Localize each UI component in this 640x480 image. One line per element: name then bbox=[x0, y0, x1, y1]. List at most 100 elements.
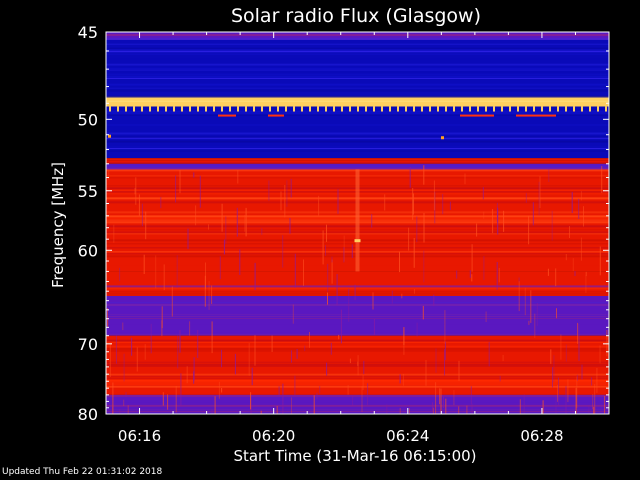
comb-tick bbox=[125, 106, 127, 112]
band-10-streak bbox=[106, 394, 609, 397]
y-tick-label: 50 bbox=[78, 110, 98, 129]
speckle-streak bbox=[107, 319, 109, 326]
band-1-streak bbox=[106, 49, 609, 51]
band-10-streak bbox=[106, 402, 609, 404]
speckle-streak bbox=[386, 404, 388, 414]
speckle-streak bbox=[425, 360, 427, 386]
comb-tick bbox=[437, 106, 439, 112]
speckle-streak bbox=[338, 334, 340, 340]
bright-dot bbox=[108, 134, 111, 138]
speckle-streak bbox=[211, 285, 213, 304]
band-4-streak bbox=[106, 162, 609, 164]
comb-tick bbox=[573, 106, 575, 112]
speckle-streak bbox=[403, 327, 405, 345]
comb-tick bbox=[501, 106, 503, 112]
band-1-streak bbox=[106, 83, 609, 86]
speckle-streak bbox=[552, 367, 553, 388]
band-9-streak bbox=[106, 335, 609, 337]
speckle-streak bbox=[187, 228, 189, 250]
interference-line bbox=[106, 77, 609, 79]
x-tick-label: 06:20 bbox=[252, 427, 295, 445]
speckle-streak bbox=[292, 304, 294, 324]
comb-tick bbox=[181, 106, 183, 112]
speckle-streak bbox=[112, 382, 114, 414]
comb-tick bbox=[317, 106, 319, 112]
speckle-streak bbox=[548, 168, 550, 182]
speckle-streak bbox=[294, 253, 296, 288]
comb-tick bbox=[269, 106, 271, 112]
comb-tick bbox=[373, 106, 375, 112]
comb-tick bbox=[117, 106, 119, 112]
speckle-streak bbox=[551, 210, 553, 241]
speckle-streak bbox=[399, 374, 401, 384]
band-1-streak bbox=[106, 75, 609, 78]
band-8-streak bbox=[106, 315, 609, 317]
comb-tick bbox=[509, 106, 511, 112]
speckle-streak bbox=[528, 215, 530, 245]
speckle-streak bbox=[496, 262, 498, 290]
speckle-streak bbox=[179, 330, 181, 353]
comb-tick bbox=[429, 106, 431, 112]
speckle-streak bbox=[594, 407, 596, 414]
speckle-streak bbox=[456, 270, 458, 279]
speckle-streak bbox=[594, 384, 596, 414]
speckle-streak bbox=[316, 392, 318, 399]
speckle-streak bbox=[357, 355, 359, 376]
speckle-streak bbox=[519, 399, 521, 414]
speckle-streak bbox=[143, 254, 145, 274]
interference-mark bbox=[516, 114, 556, 117]
speckle-streak bbox=[313, 395, 315, 414]
speckle-streak bbox=[327, 292, 328, 305]
band-7-streak bbox=[106, 287, 609, 290]
band-3-streak bbox=[106, 136, 609, 138]
speckle-streak bbox=[558, 377, 559, 406]
speckle-streak bbox=[113, 224, 115, 243]
band-5-streak bbox=[106, 167, 609, 170]
speckle-streak bbox=[234, 353, 236, 375]
speckle-streak bbox=[161, 306, 163, 329]
speckle-streak bbox=[607, 371, 609, 385]
band-9-streak bbox=[106, 391, 609, 394]
speckle-streak bbox=[372, 292, 374, 310]
speckle-streak bbox=[349, 358, 351, 364]
band-9-streak bbox=[106, 341, 609, 343]
comb-tick bbox=[309, 106, 311, 112]
comb-tick bbox=[189, 106, 191, 112]
y-tick-label: 60 bbox=[78, 241, 98, 260]
comb-tick bbox=[109, 106, 111, 112]
speckle-streak bbox=[330, 342, 332, 355]
band-1-streak bbox=[106, 53, 609, 55]
speckle-streak bbox=[585, 275, 587, 293]
speckle-streak bbox=[254, 262, 256, 291]
band-1-streak bbox=[106, 67, 609, 70]
comb-tick bbox=[397, 106, 399, 112]
comb-tick bbox=[285, 106, 287, 112]
speckle-streak bbox=[271, 335, 273, 352]
speckle-streak bbox=[250, 392, 252, 410]
speckle-streak bbox=[343, 247, 345, 263]
band-9-streak bbox=[106, 339, 609, 342]
band-10-streak bbox=[106, 410, 609, 412]
interference-line bbox=[106, 50, 609, 52]
speckle-streak bbox=[555, 268, 557, 287]
speckle-streak bbox=[399, 408, 401, 414]
speckle-streak bbox=[556, 308, 557, 319]
band-8-streak bbox=[106, 313, 609, 315]
speckle-streak bbox=[432, 407, 434, 414]
band-8-streak bbox=[106, 303, 609, 306]
band-4-streak bbox=[106, 160, 609, 162]
speckle-streak bbox=[319, 386, 321, 394]
band-9-streak bbox=[106, 345, 609, 348]
speckle-streak bbox=[555, 396, 557, 414]
speckle-streak bbox=[261, 228, 263, 235]
band-8-streak bbox=[106, 301, 609, 303]
comb-tick bbox=[157, 106, 159, 112]
speckle-streak bbox=[248, 343, 250, 376]
speckle-streak bbox=[141, 203, 143, 227]
speckle-streak bbox=[596, 367, 598, 393]
speckle-streak bbox=[483, 256, 485, 280]
speckle-streak bbox=[367, 383, 369, 406]
speckle-streak bbox=[318, 195, 320, 216]
comb-tick bbox=[341, 106, 343, 112]
speckle-streak bbox=[326, 362, 328, 376]
